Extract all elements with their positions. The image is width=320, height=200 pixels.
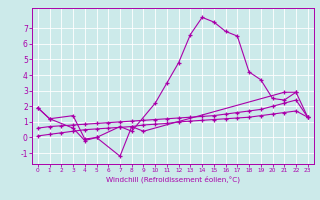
X-axis label: Windchill (Refroidissement éolien,°C): Windchill (Refroidissement éolien,°C) [106,176,240,183]
